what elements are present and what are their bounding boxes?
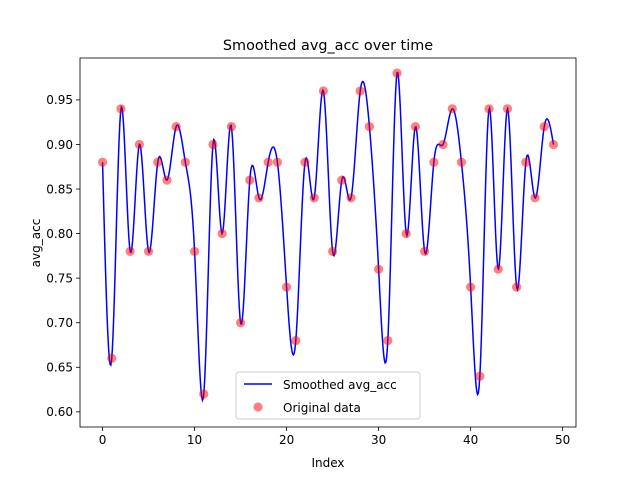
data-point [235, 318, 246, 328]
legend-label-original: Original data [283, 401, 361, 415]
data-point [429, 157, 439, 167]
data-point [521, 157, 531, 167]
y-tick-label: 0.85 [46, 182, 73, 196]
data-point [548, 139, 559, 150]
legend-label-smoothed: Smoothed avg_acc [283, 378, 397, 392]
data-point [493, 264, 503, 274]
y-tick-label: 0.70 [46, 316, 73, 330]
data-point [374, 264, 384, 274]
data-point [254, 193, 264, 203]
x-tick-label: 0 [99, 433, 107, 447]
data-point [410, 122, 421, 132]
data-point [401, 228, 411, 239]
legend-box [235, 371, 421, 420]
x-axis: 0 10 20 30 40 50 [99, 427, 570, 447]
data-point [134, 139, 144, 150]
data-point [512, 282, 522, 292]
data-point [309, 193, 319, 203]
x-tick-label: 10 [187, 433, 202, 447]
x-tick-label: 20 [279, 433, 294, 447]
x-tick-label: 50 [555, 433, 570, 447]
data-point [97, 157, 108, 167]
plot-frame [79, 57, 577, 428]
x-axis-label: Index [311, 456, 344, 470]
x-tick-label: 40 [463, 433, 478, 447]
data-point [447, 104, 457, 114]
data-point [484, 104, 494, 114]
data-point [226, 122, 236, 132]
data-point [217, 228, 227, 239]
data-point [346, 193, 356, 203]
y-axis: 0.60 0.65 0.70 0.75 0.80 0.85 0.90 0.95 [46, 93, 80, 419]
y-axis-label: avg_acc [29, 219, 43, 268]
y-tick-label: 0.75 [46, 271, 73, 285]
data-point [328, 246, 338, 257]
x-tick-label: 30 [371, 433, 386, 447]
data-point [281, 282, 292, 292]
data-point [383, 335, 393, 346]
data-point [180, 157, 190, 167]
data-point [272, 157, 282, 167]
data-point [208, 139, 218, 150]
y-tick-label: 0.95 [46, 93, 73, 107]
data-point [171, 122, 181, 132]
data-point [502, 104, 513, 114]
data-point [456, 157, 467, 167]
data-point [337, 175, 347, 185]
y-tick-label: 0.60 [46, 405, 73, 419]
data-point [355, 86, 365, 96]
points-layer [97, 68, 559, 399]
y-tick-label: 0.65 [46, 361, 73, 375]
data-point [125, 246, 135, 257]
data-point [530, 193, 540, 203]
data-point [116, 104, 126, 114]
chart-title: Smoothed avg_acc over time [223, 38, 433, 54]
data-point [199, 389, 209, 399]
legend-dot-swatch [253, 402, 263, 412]
data-point [107, 353, 117, 363]
y-tick-label: 0.90 [46, 138, 73, 152]
data-point [438, 139, 448, 150]
legend: Smoothed avg_acc Original data [235, 371, 421, 420]
data-point [300, 157, 310, 167]
data-point [153, 157, 163, 167]
data-point [189, 246, 200, 257]
data-point [392, 68, 402, 78]
data-point [162, 175, 172, 185]
data-point [318, 86, 328, 96]
data-point [539, 122, 549, 132]
data-point [245, 175, 255, 185]
data-point [364, 122, 375, 132]
data-point [291, 335, 301, 346]
y-tick-label: 0.80 [46, 227, 73, 241]
data-point [420, 246, 430, 257]
data-point [143, 246, 154, 257]
data-point [466, 282, 476, 292]
data-point [475, 371, 485, 381]
data-point [263, 157, 273, 167]
plot-area [80, 58, 576, 427]
